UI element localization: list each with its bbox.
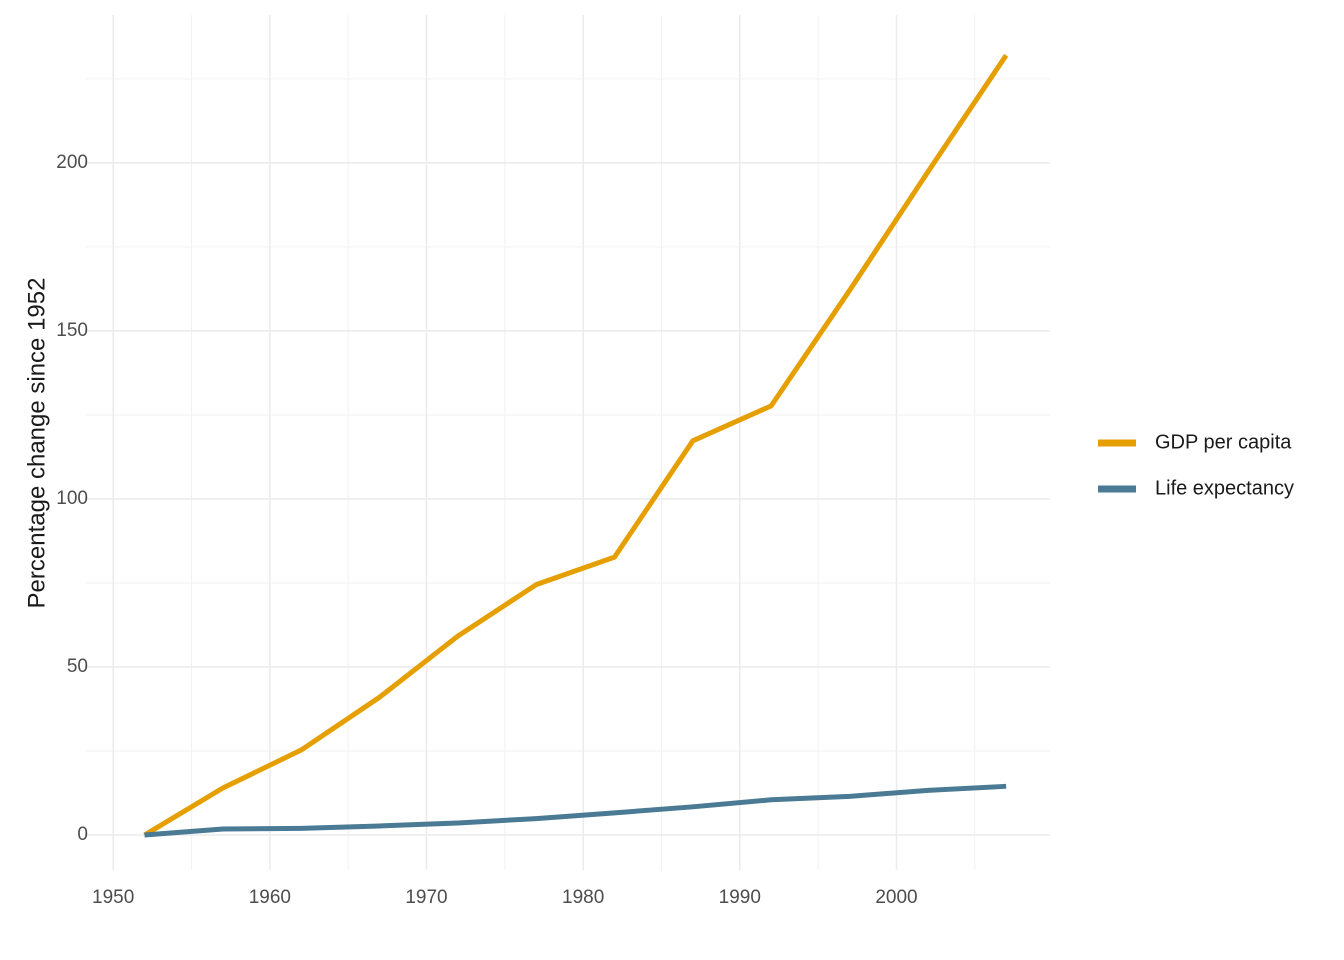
x-tick-label: 1980 [562, 887, 604, 908]
x-tick-label: 1970 [405, 887, 447, 908]
series-line [144, 783, 1007, 838]
legend-label: GDP per capita [1155, 431, 1292, 453]
y-tick-label: 0 [77, 824, 88, 845]
legend-label: Life expectancy [1155, 477, 1294, 499]
y-tick-label: 50 [67, 656, 88, 677]
x-tick-label: 1990 [719, 887, 761, 908]
x-tick-label: 1950 [92, 887, 134, 908]
x-tick-label: 1960 [249, 887, 291, 908]
x-tick-label: 2000 [875, 887, 917, 908]
y-tick-label: 150 [56, 320, 88, 341]
y-tick-label: 200 [56, 152, 88, 173]
y-axis-title: Percentage change since 1952 [23, 278, 50, 609]
y-tick-label: 100 [56, 488, 88, 509]
series-line [143, 53, 1009, 838]
